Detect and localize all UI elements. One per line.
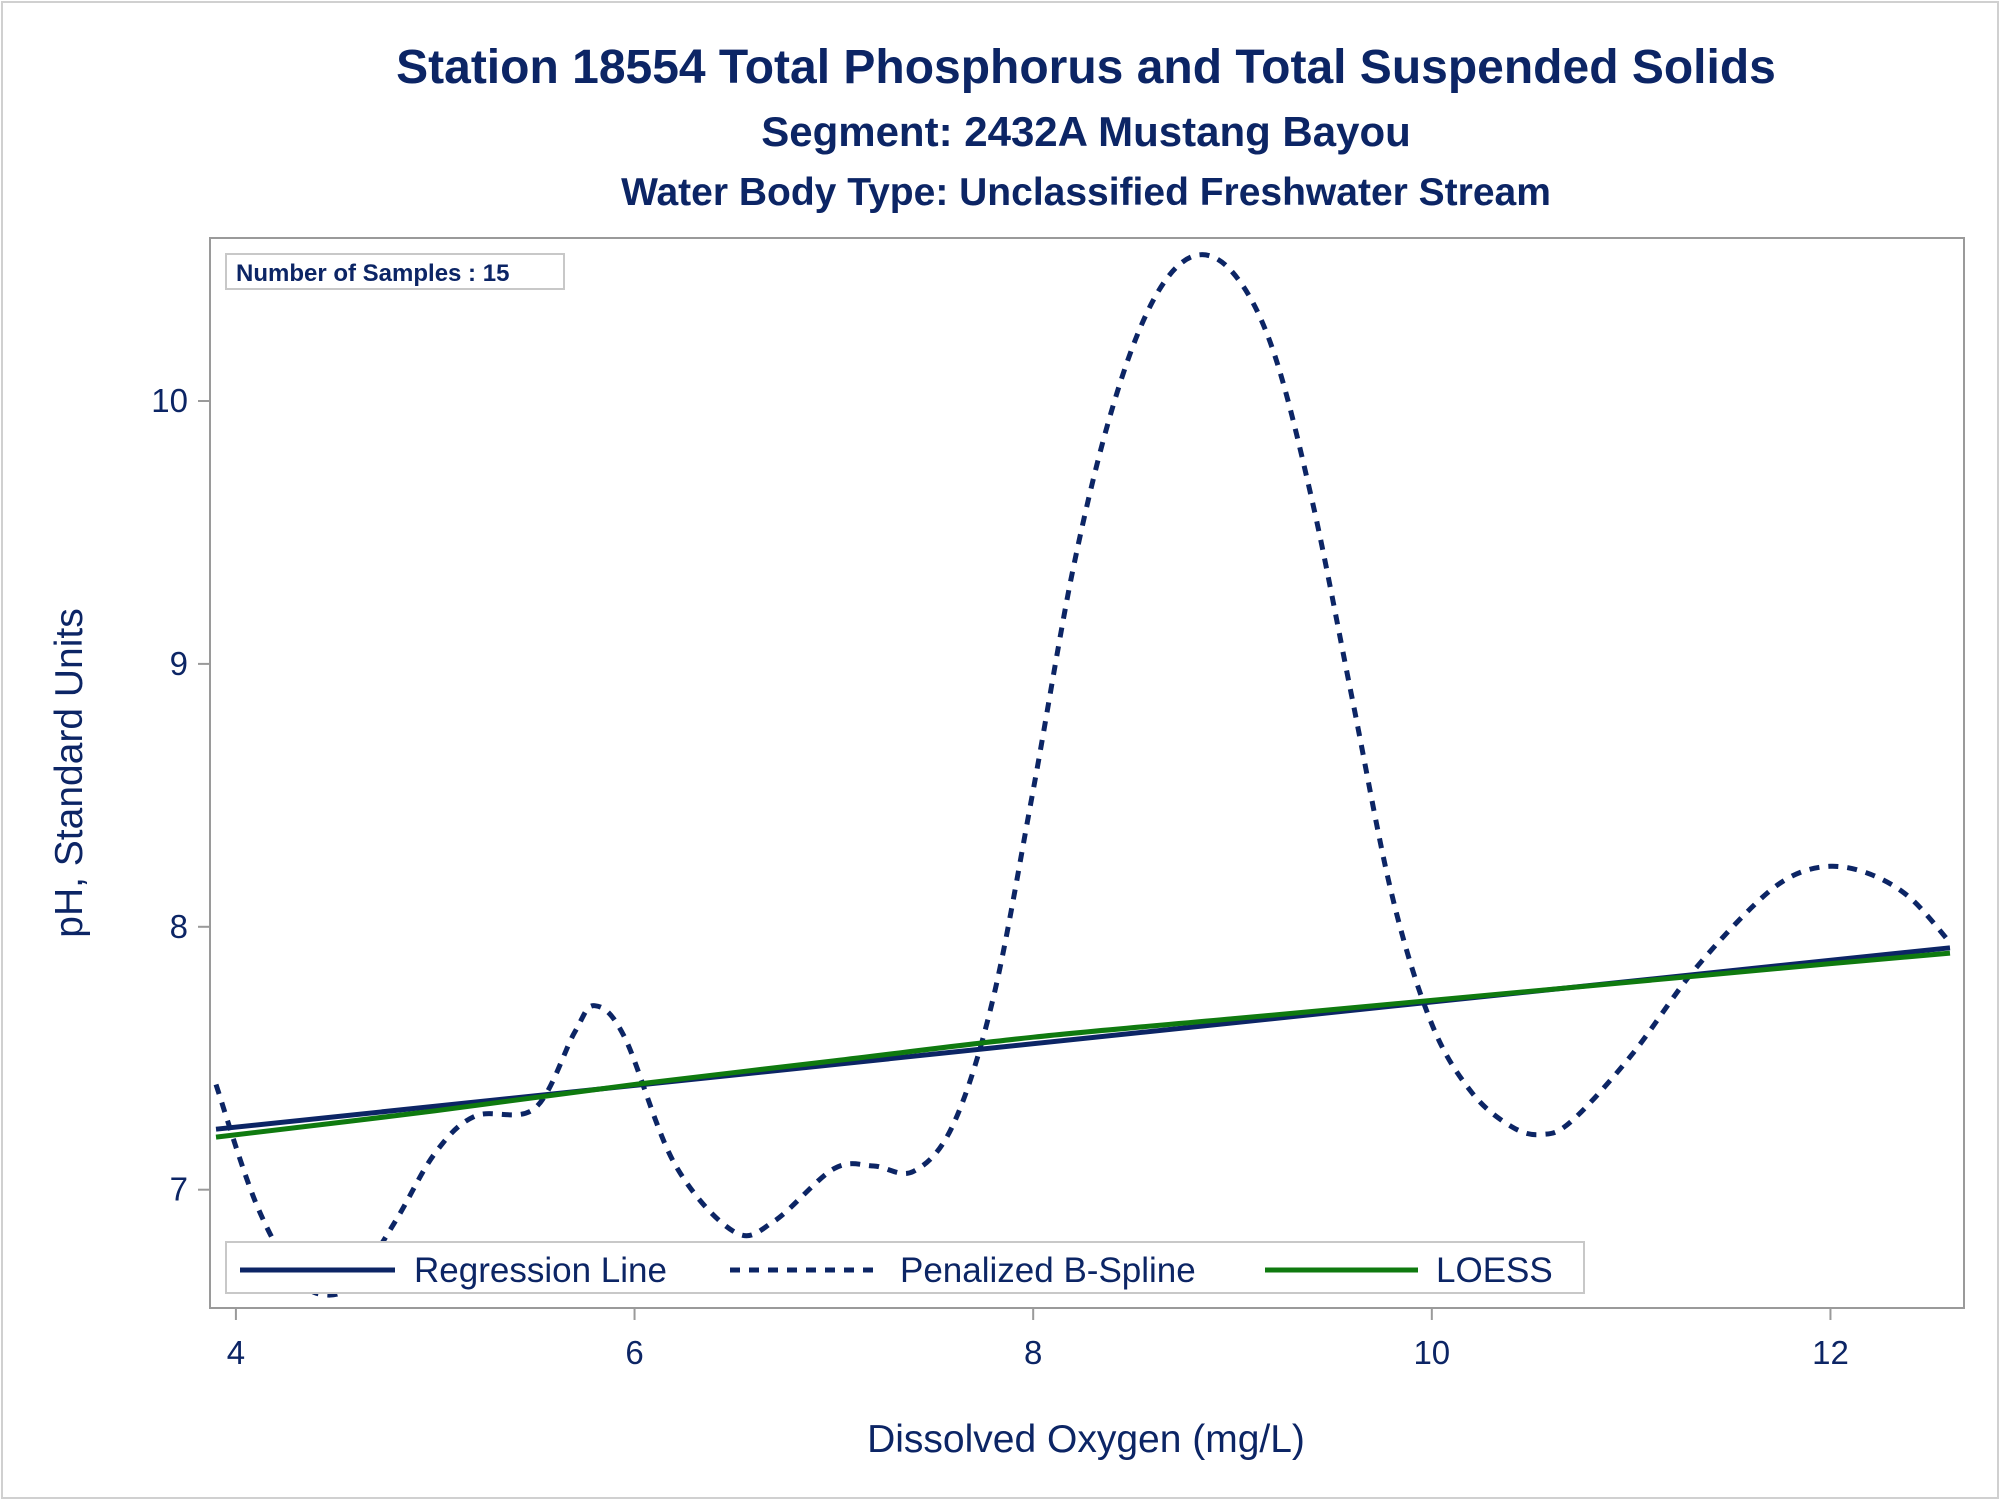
chart-subtitle: Segment: 2432A Mustang Bayou [761,108,1411,155]
x-axis: 4 6 8 10 12 [227,1308,1849,1371]
series-loess [215,950,1951,1140]
y-tick-label: 9 [170,645,188,682]
legend: Regression Line Penalized B-Spline LOESS [225,1241,1585,1294]
series-layer [213,252,1952,1298]
samples-inset-label: Number of Samples : 15 [236,260,509,287]
y-axis: 7 8 9 10 [151,382,210,1208]
samples-inset-box [225,253,565,290]
x-tick-label: 12 [1812,1334,1849,1371]
chart-subtitle-2: Water Body Type: Unclassified Freshwater… [621,171,1551,214]
samples-inset: Number of Samples : 15 [225,253,565,290]
series-penalized-b-spline [213,252,1952,1298]
x-axis-label: Dissolved Oxygen (mg/L) [867,1418,1305,1461]
x-tick-label: 10 [1413,1334,1450,1371]
legend-label-loess: LOESS [1436,1251,1553,1290]
y-axis-label: pH, Standard Units [48,608,91,938]
x-tick-label: 6 [625,1334,643,1371]
y-tick-label: 8 [170,908,188,945]
legend-label-penalized-b-spline: Penalized B-Spline [900,1251,1196,1290]
y-tick-label: 10 [151,382,188,419]
x-tick-label: 4 [227,1334,245,1371]
chart-title: Station 18554 Total Phosphorus and Total… [396,41,1776,94]
plot-area [209,237,1965,1309]
x-tick-label: 8 [1024,1334,1042,1371]
y-tick-label: 7 [170,1171,188,1208]
legend-label-regression-line: Regression Line [414,1251,667,1290]
